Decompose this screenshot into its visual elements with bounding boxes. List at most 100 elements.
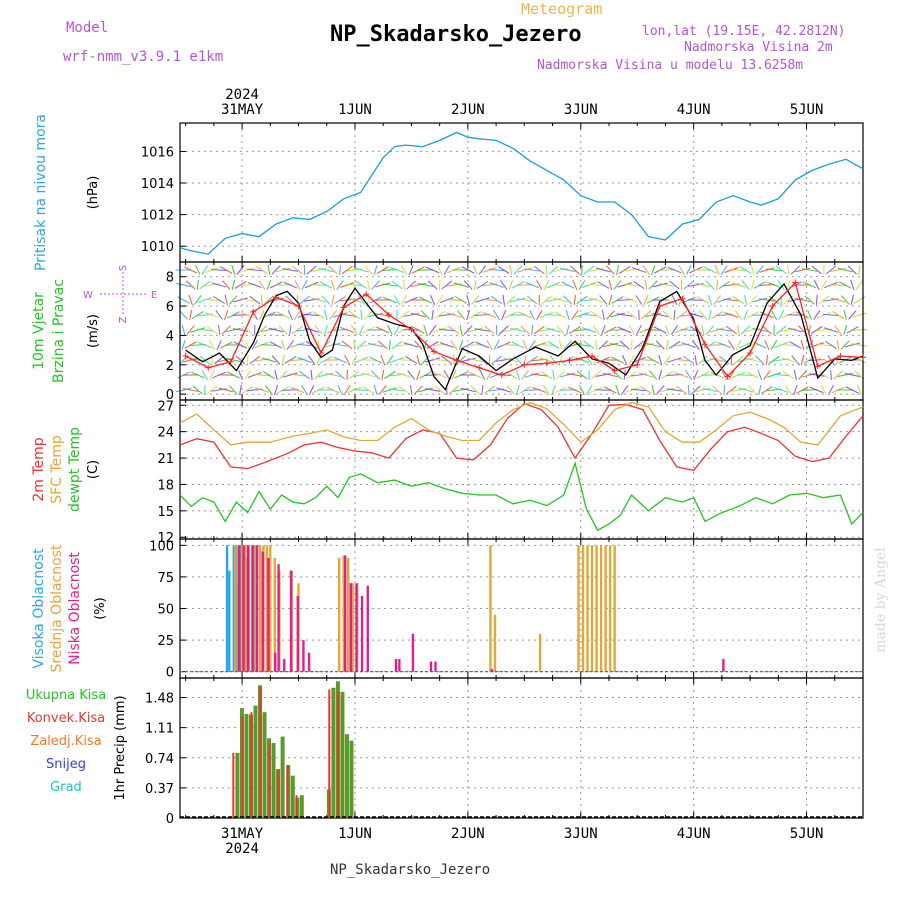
wind-arrow: [764, 339, 770, 351]
wind-arrow: [595, 267, 611, 273]
wind-arrow: [303, 313, 320, 317]
wind-arrow: [481, 384, 484, 396]
wind-arrow: [401, 294, 407, 306]
wind-arrow: [717, 297, 732, 303]
wind-arrow: [470, 385, 480, 395]
y-tick-label: 1014: [141, 177, 174, 192]
wind-arrow: [715, 279, 719, 291]
wind-arrow: [567, 373, 583, 377]
wind-arrow: [427, 280, 438, 290]
wind-arrow: [515, 369, 520, 381]
wind-arrow: [716, 328, 733, 332]
wind-arrow: [333, 356, 347, 364]
wind-arrow: [721, 369, 728, 381]
wind-gust-marker: [521, 361, 528, 368]
wind-arrow: [304, 327, 319, 333]
wind-arrow: [211, 269, 228, 271]
wind-arrow: [478, 265, 487, 275]
wind-arrow: [536, 310, 543, 320]
wind-arrow: [683, 280, 694, 290]
wind-arrow: [850, 279, 855, 291]
wind-arrow: [755, 355, 765, 365]
wind-arrow: [723, 384, 726, 396]
cloud-bar: [398, 659, 401, 672]
precip-bar: [232, 752, 235, 818]
wind-arrow: [832, 311, 845, 319]
wind-arrow: [568, 326, 581, 334]
wind-arrow: [443, 265, 450, 275]
wind-arrow: [695, 282, 711, 288]
cloud-bar: [360, 595, 364, 672]
wind-arrow: [190, 371, 205, 379]
wind-gust-marker: [724, 373, 731, 380]
wind-arrow: [410, 312, 426, 318]
wind-arrow: [284, 356, 297, 364]
wind-arrow: [271, 265, 281, 275]
cloud-bar: [347, 557, 350, 672]
wind-arrow: [356, 340, 367, 350]
wind-gust-marker: [385, 311, 392, 318]
wind-arrow: [254, 387, 270, 393]
cloud-bar: [265, 545, 269, 672]
precip-bar: [410, 816, 415, 818]
wind-arrow: [448, 385, 460, 395]
wind-arrow: [275, 267, 291, 273]
precip-bar: [280, 736, 285, 818]
wind-arrow: [745, 357, 761, 363]
wind-arrow: [289, 324, 292, 336]
wind-arrow: [682, 355, 695, 365]
y-tick-label: 4: [166, 329, 174, 344]
top-day-label: 3JUN: [564, 102, 598, 118]
cloud-bar: [337, 557, 341, 672]
wind-arrow: [367, 342, 384, 348]
compass-west-label: W: [83, 290, 93, 301]
wind-arrow: [323, 324, 328, 336]
wind-arrow: [828, 384, 834, 396]
wind-gust-marker: [453, 357, 460, 364]
wind-arrow: [264, 295, 274, 305]
wind-arrow: [731, 282, 746, 288]
wind-arrow: [409, 384, 413, 396]
wind-arrow: [851, 343, 868, 347]
wind-arrow: [181, 324, 186, 336]
cloud-bar: [277, 564, 280, 672]
bottom-day-label: 4JUN: [677, 826, 711, 842]
wind-arrow: [189, 309, 193, 321]
wind-arrow: [533, 265, 545, 275]
wind-arrow: [283, 281, 298, 289]
wind-arrow: [633, 280, 645, 290]
wind-arrow: [616, 313, 633, 317]
cloud-bar: [343, 555, 347, 672]
wind-arrow: [184, 266, 198, 274]
wind-arrow: [667, 266, 682, 274]
cloud-bar: [273, 557, 277, 672]
wind-arrow: [196, 328, 213, 332]
bottom-year-label: 2024: [225, 841, 259, 857]
wind-arrow: [340, 282, 355, 288]
wind-arrow: [728, 370, 735, 380]
wind-arrow: [204, 298, 220, 302]
cloud-bar: [252, 545, 256, 672]
wind-arrow: [214, 355, 225, 365]
wind-arrow: [197, 297, 213, 303]
wind-arrow: [366, 279, 371, 291]
wind-arrow: [655, 340, 665, 350]
wind-arrow: [493, 310, 501, 320]
wind-arrow: [780, 343, 797, 347]
wind-arrow: [232, 328, 249, 332]
wind-arrow: [578, 280, 586, 290]
wind-arrow: [373, 384, 378, 396]
wind-arrow: [253, 373, 270, 377]
wind-arrow: [728, 340, 735, 350]
wind-arrow: [598, 340, 609, 350]
wind-arrow: [798, 370, 807, 380]
y-tick-label: 0.37: [145, 782, 174, 797]
wind-arrow: [617, 282, 633, 288]
wind-arrow: [201, 265, 209, 275]
top-day-label: 5JUN: [790, 102, 824, 118]
wind-arrow: [540, 370, 553, 380]
wind-arrow: [532, 386, 547, 394]
wind-arrow: [768, 355, 780, 365]
wind-gust-marker: [182, 352, 189, 359]
